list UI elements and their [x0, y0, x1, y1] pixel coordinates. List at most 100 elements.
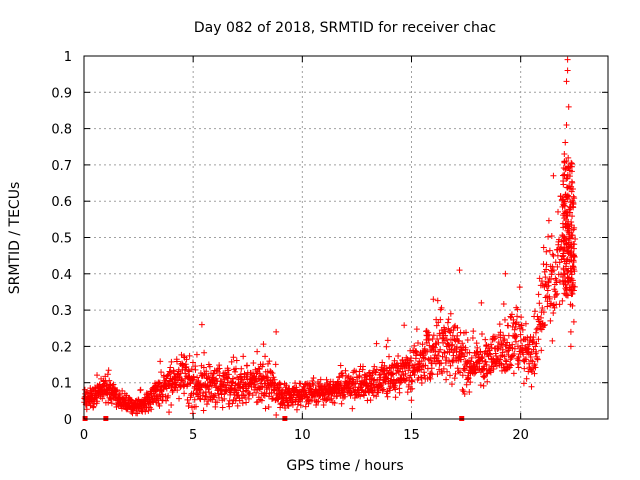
data-point [305, 400, 312, 407]
data-point [430, 332, 437, 339]
data-point [196, 395, 203, 402]
data-point [545, 233, 552, 240]
data-point [409, 385, 416, 392]
data-point [246, 390, 253, 397]
data-point [201, 349, 208, 356]
data-point [451, 324, 458, 331]
data-point [466, 389, 473, 396]
data-point [477, 348, 484, 355]
data-point [366, 369, 373, 376]
data-point [500, 300, 507, 307]
chart-title: Day 082 of 2018, SRMTID for receiver cha… [194, 20, 496, 36]
data-point [483, 361, 490, 368]
data-point [158, 369, 165, 376]
x-tick-label: 0 [80, 428, 88, 443]
data-point [443, 354, 450, 361]
data-point [559, 297, 566, 304]
data-point [563, 175, 570, 182]
data-point [336, 373, 343, 380]
data-point [547, 317, 554, 324]
data-point [331, 399, 338, 406]
data-point [447, 329, 454, 336]
data-point [534, 313, 541, 320]
y-tick-label: 0.5 [51, 232, 72, 247]
data-point [203, 368, 210, 375]
data-point [569, 203, 576, 210]
data-point [455, 338, 462, 345]
data-point [260, 341, 267, 348]
data-point [433, 322, 440, 329]
data-point [565, 267, 572, 274]
data-point [198, 321, 205, 328]
y-tick-label: 0.2 [51, 340, 72, 355]
data-point [164, 372, 171, 379]
data-point [447, 362, 454, 369]
data-point [503, 348, 510, 355]
data-point [426, 342, 433, 349]
data-point [498, 340, 505, 347]
data-point [361, 392, 368, 399]
data-point [501, 353, 508, 360]
data-point [386, 387, 393, 394]
data-point [570, 245, 577, 252]
data-point [569, 263, 576, 270]
data-point [411, 372, 418, 379]
data-point [469, 334, 476, 341]
data-point [102, 378, 109, 385]
data-point [561, 200, 568, 207]
data-point [572, 235, 579, 242]
x-tick-label: 20 [512, 428, 529, 443]
data-point [174, 387, 181, 394]
data-point [511, 326, 518, 333]
x-axis-label: GPS time / hours [286, 458, 403, 474]
data-point [499, 341, 506, 348]
data-point [456, 267, 463, 274]
y-tick-label: 0 [64, 413, 72, 428]
data-point [550, 172, 557, 179]
data-point [446, 358, 453, 365]
data-point [183, 363, 190, 370]
data-point [106, 377, 113, 384]
data-point [245, 395, 252, 402]
data-point [513, 338, 520, 345]
data-point [347, 392, 354, 399]
data-point [338, 400, 345, 407]
data-point [219, 387, 226, 394]
data-point [293, 406, 300, 413]
data-point [570, 264, 577, 271]
data-point [187, 380, 194, 387]
data-point [561, 151, 568, 158]
data-point [535, 291, 542, 298]
data-point [546, 295, 553, 302]
y-tick-label: 0.1 [51, 377, 72, 392]
data-point [419, 341, 426, 348]
data-point [203, 401, 210, 408]
data-point [543, 261, 550, 268]
data-point [339, 370, 346, 377]
data-point [425, 337, 432, 344]
data-point [525, 349, 532, 356]
data-point [488, 344, 495, 351]
data-point [497, 352, 504, 359]
data-point [316, 380, 323, 387]
data-point [550, 267, 557, 274]
data-point [341, 393, 348, 400]
data-point [268, 396, 275, 403]
data-point [419, 363, 426, 370]
data-point [389, 371, 396, 378]
data-point [545, 217, 552, 224]
data-point [183, 356, 190, 363]
data-point [529, 339, 536, 346]
data-point [392, 386, 399, 393]
series-srmtid [81, 56, 579, 418]
data-point [565, 103, 572, 110]
data-point [185, 367, 192, 374]
data-point [378, 385, 385, 392]
data-point [564, 222, 571, 229]
data-point [221, 395, 228, 402]
data-point [533, 348, 540, 355]
data-point [176, 395, 183, 402]
data-point [478, 330, 485, 337]
data-point [173, 358, 180, 365]
